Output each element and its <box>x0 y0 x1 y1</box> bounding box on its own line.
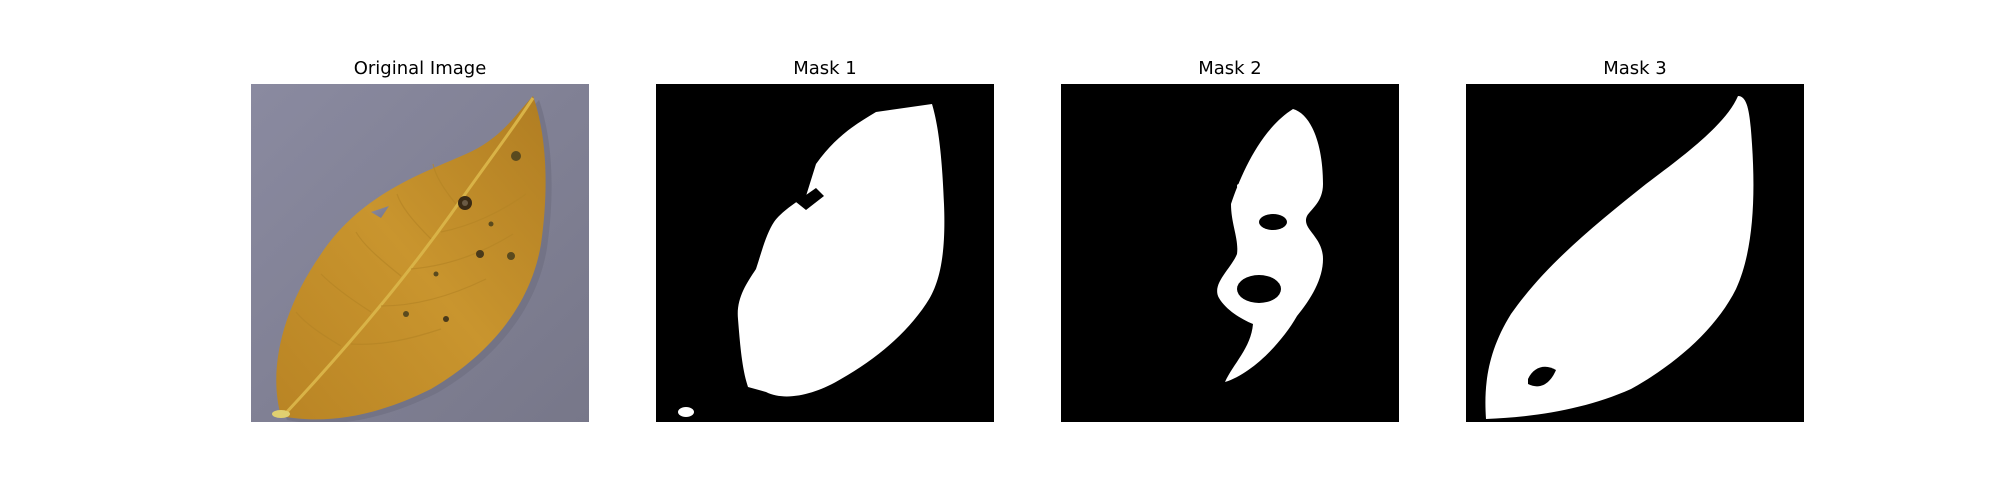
panel-title-mask-2: Mask 2 <box>1198 58 1262 79</box>
mask-background <box>1061 84 1399 422</box>
mask-region <box>737 104 945 397</box>
mask-region <box>1217 109 1323 382</box>
leaf-midrib <box>283 97 535 416</box>
mask-hole <box>1259 214 1287 230</box>
panel-title-mask-1: Mask 1 <box>793 58 857 79</box>
leaf-spot <box>488 221 494 227</box>
original-leaf-image <box>251 84 589 422</box>
mask-region <box>1485 96 1754 419</box>
leaf-spot <box>433 271 439 277</box>
leaf-spot-center <box>462 200 468 206</box>
leaf-spot <box>507 252 515 260</box>
mask-blob <box>678 407 694 417</box>
leaf-spot <box>403 311 409 317</box>
mask-2-image <box>1061 84 1399 422</box>
leaf-petiole <box>272 410 290 418</box>
mask-hole <box>1237 275 1281 303</box>
panel-mask-3: Mask 3 <box>1466 0 1804 500</box>
leaf-notch <box>371 206 389 218</box>
panel-mask-2: Mask 2 <box>1061 0 1399 500</box>
leaf-spot <box>511 151 521 161</box>
mask-gap <box>796 188 824 210</box>
mask-3-image <box>1466 84 1804 422</box>
panel-original-image: Original Image <box>251 0 589 500</box>
leaf-spot <box>443 316 449 322</box>
panel-title-original-image: Original Image <box>353 58 487 79</box>
panel-mask-1: Mask 1 <box>656 0 994 500</box>
leaf-spot <box>476 250 484 258</box>
mask-speck <box>1237 184 1241 188</box>
mask-hole <box>1528 366 1556 387</box>
leaf-side-veins <box>295 163 527 347</box>
mask-1-image <box>656 84 994 422</box>
panel-title-mask-3: Mask 3 <box>1603 58 1667 79</box>
